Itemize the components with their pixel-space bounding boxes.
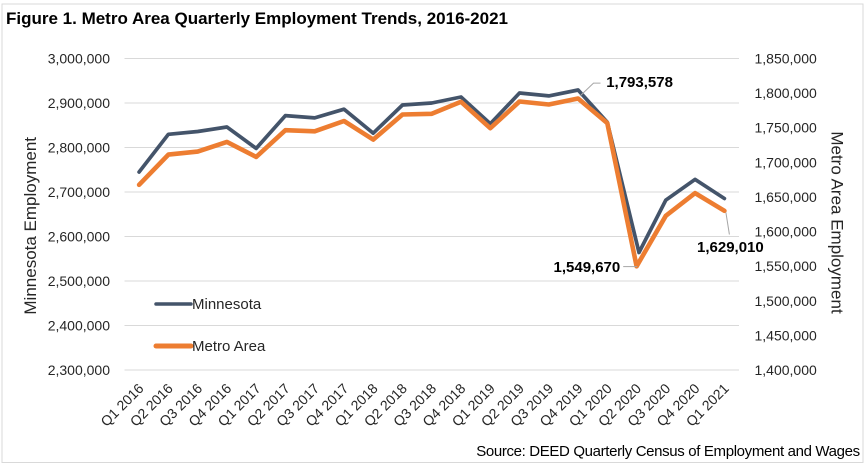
svg-text:1,650,000: 1,650,000 [755, 189, 817, 205]
svg-text:2,600,000: 2,600,000 [48, 229, 110, 245]
svg-text:1,800,000: 1,800,000 [755, 85, 817, 101]
svg-text:1,549,670: 1,549,670 [554, 259, 621, 276]
svg-text:1,600,000: 1,600,000 [755, 224, 817, 240]
svg-text:2,400,000: 2,400,000 [48, 318, 110, 334]
svg-text:1,750,000: 1,750,000 [755, 120, 817, 136]
svg-text:2,300,000: 2,300,000 [48, 362, 110, 378]
svg-text:1,400,000: 1,400,000 [755, 362, 817, 378]
svg-text:Minnesota Employment: Minnesota Employment [21, 137, 40, 315]
svg-text:Metro Area Employment: Metro Area Employment [828, 131, 847, 314]
svg-text:3,000,000: 3,000,000 [48, 51, 110, 67]
svg-text:1,700,000: 1,700,000 [755, 154, 817, 170]
svg-text:2,500,000: 2,500,000 [48, 273, 110, 289]
svg-text:1,550,000: 1,550,000 [755, 258, 817, 274]
svg-text:Minnesota: Minnesota [192, 296, 262, 313]
svg-text:Figure 1. Metro Area Quarterly: Figure 1. Metro Area Quarterly Employmen… [6, 9, 508, 28]
svg-text:2,800,000: 2,800,000 [48, 140, 110, 156]
svg-text:Source: DEED Quarterly Census: Source: DEED Quarterly Census of Employm… [476, 443, 860, 460]
svg-text:1,450,000: 1,450,000 [755, 327, 817, 343]
svg-text:2,900,000: 2,900,000 [48, 95, 110, 111]
svg-text:2,700,000: 2,700,000 [48, 184, 110, 200]
svg-text:1,793,578: 1,793,578 [606, 74, 673, 91]
svg-text:1,629,010: 1,629,010 [697, 239, 764, 256]
svg-text:1,500,000: 1,500,000 [755, 293, 817, 309]
svg-text:1,850,000: 1,850,000 [755, 51, 817, 67]
svg-text:Metro Area: Metro Area [192, 338, 266, 355]
